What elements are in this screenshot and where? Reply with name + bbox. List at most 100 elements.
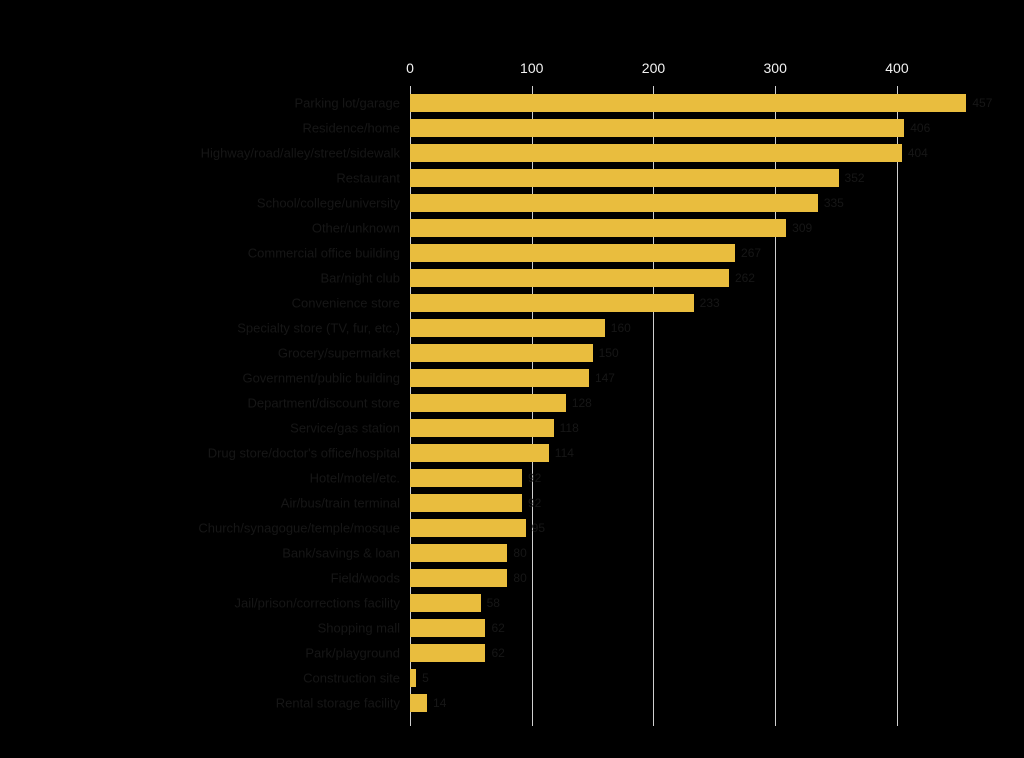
bar	[410, 144, 902, 162]
category-label: Restaurant	[336, 171, 410, 186]
bar-row	[410, 319, 970, 337]
category-label: Jail/prison/corrections facility	[235, 596, 410, 611]
value-label: 114	[555, 446, 574, 460]
bar-row	[410, 119, 970, 137]
bar-row	[410, 419, 970, 437]
value-label: 150	[599, 346, 619, 360]
category-label: Air/bus/train terminal	[281, 496, 410, 511]
bar	[410, 519, 526, 537]
bar	[410, 494, 522, 512]
category-label: Construction site	[303, 671, 410, 686]
bar	[410, 469, 522, 487]
category-label: Drug store/doctor's office/hospital	[208, 446, 410, 461]
bar-row	[410, 244, 970, 262]
category-label: Grocery/supermarket	[278, 346, 410, 361]
category-label: Rental storage facility	[276, 696, 410, 711]
value-label: 80	[513, 571, 526, 585]
bar-row	[410, 694, 970, 712]
bar	[410, 544, 507, 562]
bar	[410, 344, 593, 362]
bar-row	[410, 394, 970, 412]
x-tick-label: 400	[885, 60, 908, 76]
value-label: 160	[611, 321, 631, 335]
bar	[410, 569, 507, 587]
bar	[410, 594, 481, 612]
bar-row	[410, 494, 970, 512]
bar	[410, 219, 786, 237]
bar-row	[410, 569, 970, 587]
value-label: 404	[908, 146, 928, 160]
value-label: 335	[824, 196, 844, 210]
category-label: Government/public building	[242, 371, 410, 386]
bar-row	[410, 519, 970, 537]
value-label: 95	[532, 521, 545, 535]
bar-row	[410, 269, 970, 287]
bar	[410, 444, 549, 462]
category-label: Shopping mall	[318, 621, 410, 636]
category-label: Service/gas station	[290, 421, 410, 436]
x-tick-label: 300	[764, 60, 787, 76]
bar-row	[410, 219, 970, 237]
bar	[410, 294, 694, 312]
bar	[410, 194, 818, 212]
value-label: 262	[735, 271, 755, 285]
bar-row	[410, 444, 970, 462]
bar	[410, 644, 485, 662]
category-label: Parking lot/garage	[294, 96, 410, 111]
bar	[410, 669, 416, 687]
bar	[410, 369, 589, 387]
bar	[410, 619, 485, 637]
bar-row	[410, 369, 970, 387]
category-label: Park/playground	[305, 646, 410, 661]
value-label: 5	[422, 671, 429, 685]
value-label: 267	[741, 246, 761, 260]
bar	[410, 694, 427, 712]
value-label: 92	[528, 471, 541, 485]
category-label: Convenience store	[292, 296, 410, 311]
value-label: 14	[433, 696, 446, 710]
value-label: 352	[845, 171, 865, 185]
category-label: Residence/home	[302, 121, 410, 136]
value-label: 128	[572, 396, 592, 410]
category-label: Field/woods	[331, 571, 410, 586]
value-label: 80	[513, 546, 526, 560]
value-label: 118	[560, 421, 579, 435]
bar-row	[410, 544, 970, 562]
value-label: 147	[595, 371, 615, 385]
category-label: Bank/savings & loan	[282, 546, 410, 561]
category-label: Department/discount store	[248, 396, 410, 411]
x-tick-label: 200	[642, 60, 665, 76]
bar-row	[410, 669, 970, 687]
bar-row	[410, 294, 970, 312]
bar-row	[410, 144, 970, 162]
value-label: 406	[910, 121, 930, 135]
bar	[410, 244, 735, 262]
category-label: Church/synagogue/temple/mosque	[198, 521, 410, 536]
bar	[410, 169, 839, 187]
value-label: 457	[972, 96, 992, 110]
value-label: 92	[528, 496, 541, 510]
bar	[410, 419, 554, 437]
value-label: 309	[792, 221, 812, 235]
bar	[410, 94, 966, 112]
bar-row	[410, 169, 970, 187]
x-tick-label: 0	[406, 60, 414, 76]
category-label: School/college/university	[257, 196, 410, 211]
category-label: Hotel/motel/etc.	[310, 471, 410, 486]
x-tick-label: 100	[520, 60, 543, 76]
bar-row	[410, 94, 970, 112]
value-label: 62	[491, 621, 504, 635]
bar-row	[410, 469, 970, 487]
bar	[410, 394, 566, 412]
value-label: 58	[487, 596, 500, 610]
bar-row	[410, 194, 970, 212]
category-label: Specialty store (TV, fur, etc.)	[237, 321, 410, 336]
bar-row	[410, 344, 970, 362]
bar	[410, 269, 729, 287]
category-label: Other/unknown	[312, 221, 410, 236]
category-label: Commercial office building	[248, 246, 410, 261]
category-label: Highway/road/alley/street/sidewalk	[201, 146, 410, 161]
chart-container: 0 100 200 300 400 Parking lot/garage 457 Reside…	[0, 0, 1024, 758]
bar	[410, 119, 904, 137]
plot-area: 0100200300400Parking lot/garage457Reside…	[410, 86, 970, 726]
